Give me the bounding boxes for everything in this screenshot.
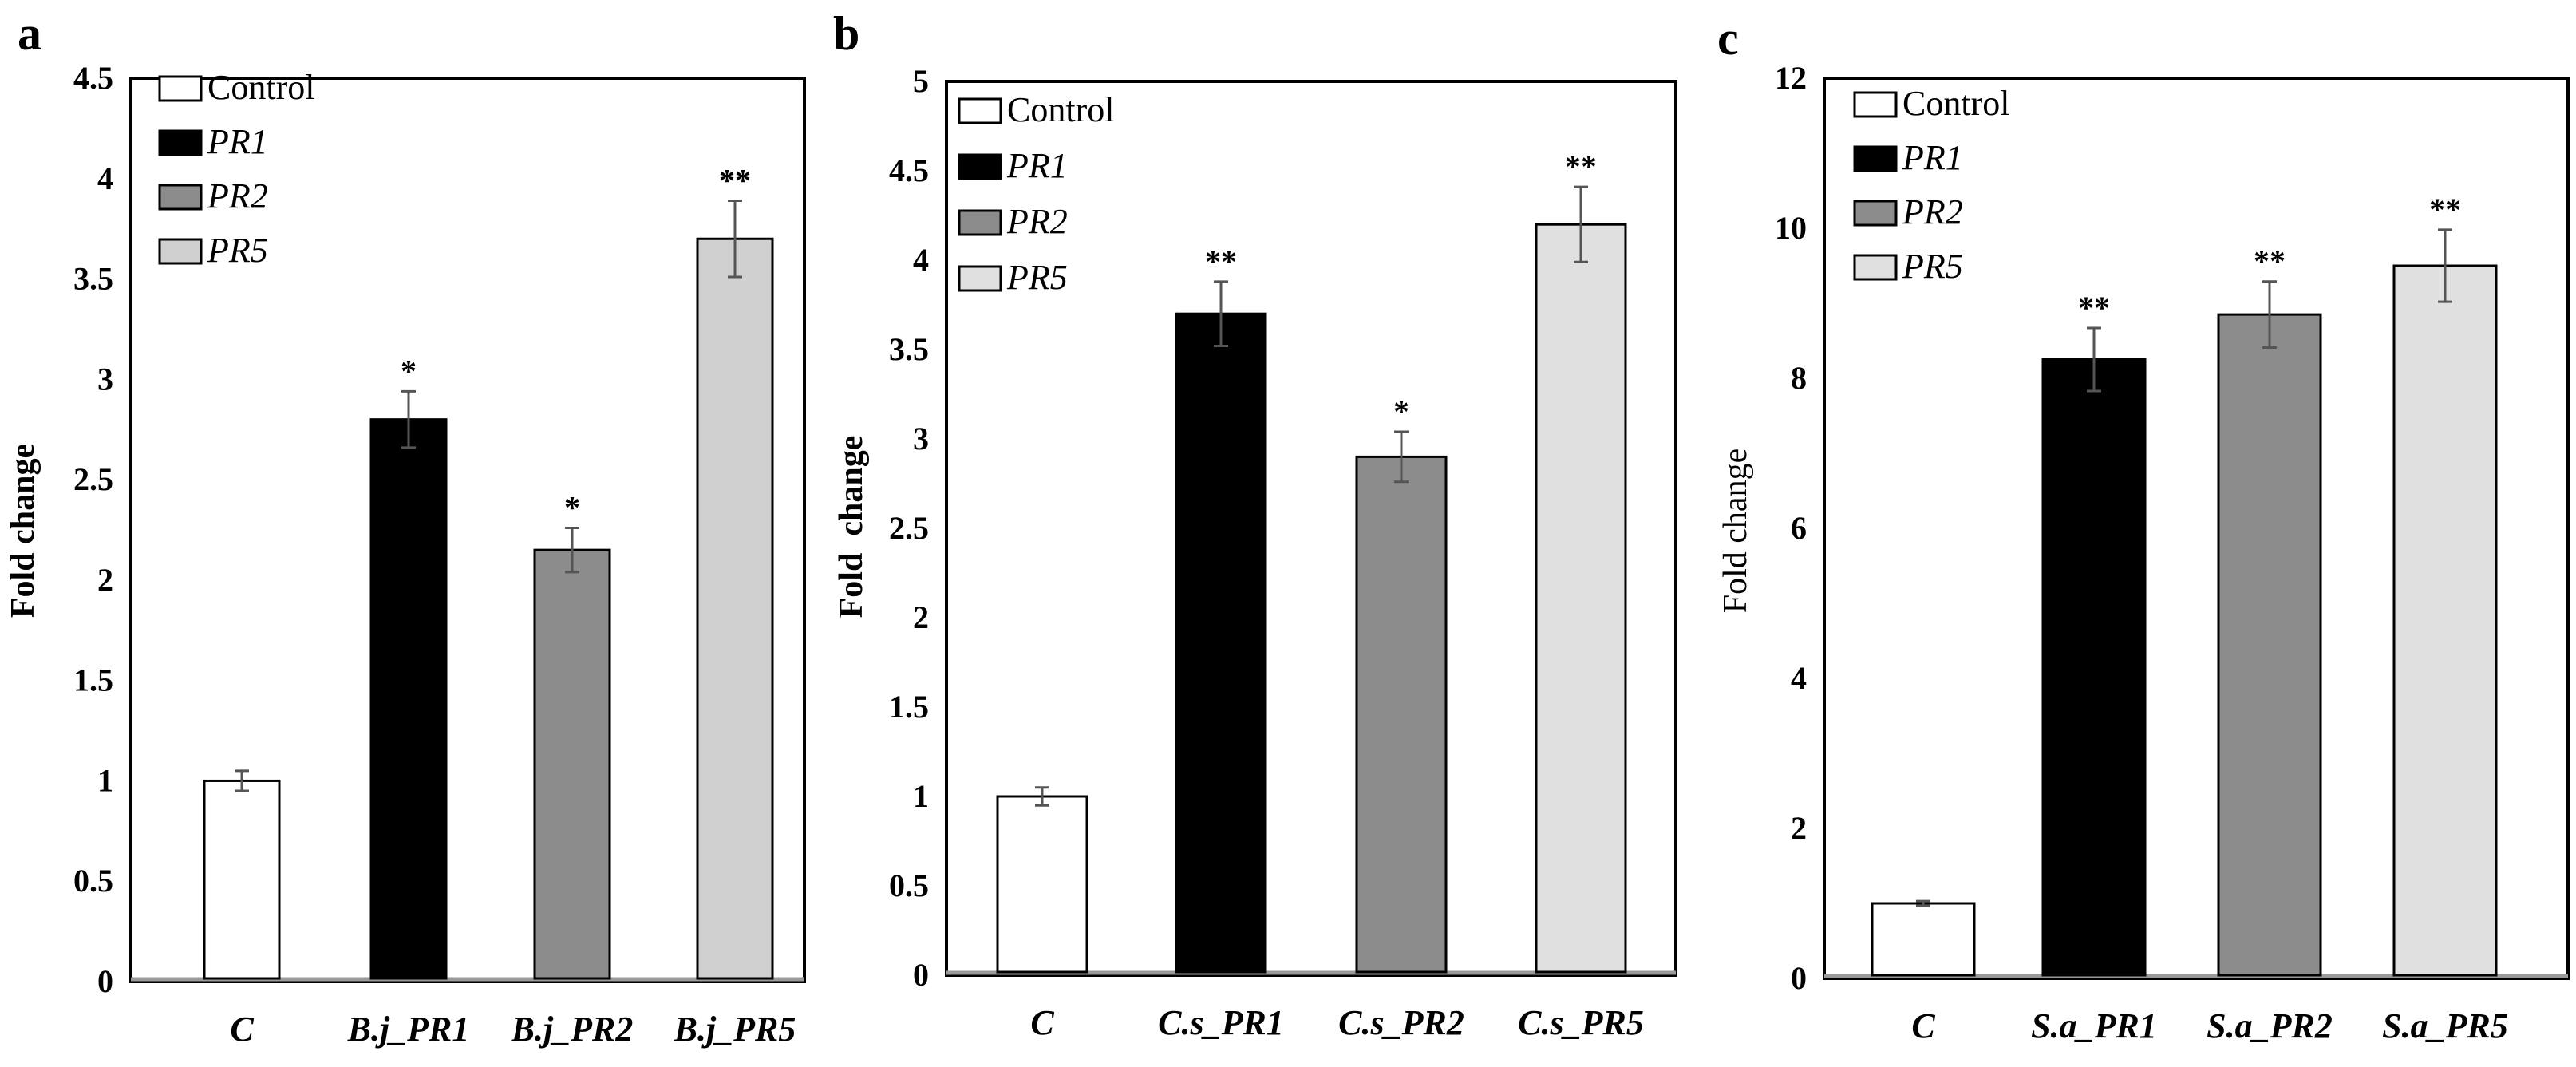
y-tick-label: 6 xyxy=(1791,510,1807,546)
legend-swatch xyxy=(1853,91,1898,118)
legend-label: PR1 xyxy=(1006,146,1068,185)
bar-B.j_PR5 xyxy=(696,237,774,980)
y-tick-label: 1 xyxy=(97,762,113,798)
x-category-label: C xyxy=(1030,1003,1054,1042)
x-category-label: C xyxy=(1911,1006,1935,1045)
y-tick-label: 3 xyxy=(97,361,113,397)
legend-swatch xyxy=(1853,254,1898,281)
y-tick-label: 1.5 xyxy=(889,689,929,725)
significance-label: ** xyxy=(1205,243,1237,279)
legend-swatch xyxy=(1853,200,1898,227)
legend-swatch xyxy=(1853,145,1898,172)
x-category-label: B.j_PR5 xyxy=(674,1010,796,1049)
x-category-label: C xyxy=(230,1010,254,1049)
y-tick-label: 3 xyxy=(913,421,929,456)
bar-C xyxy=(996,795,1088,974)
y-tick-label: 8 xyxy=(1791,360,1807,396)
chart-panel-a: a 0 0.5 1 1.5 2 2.5 3 3.5 4 4.5 Fold change C * B.j_PR… xyxy=(5,7,806,1049)
legend-swatch xyxy=(158,184,203,211)
x-category-label: C.s_PR5 xyxy=(1518,1003,1644,1042)
x-category-label: B.j_PR2 xyxy=(511,1010,634,1049)
bar-C xyxy=(203,779,281,980)
y-tick-label: 2.5 xyxy=(73,461,113,497)
legend-label: PR2 xyxy=(1006,202,1068,241)
y-tick-label: 4 xyxy=(913,242,929,278)
y-tick-label: 2 xyxy=(1791,810,1807,846)
plot-frame xyxy=(129,77,806,983)
y-axis-label: Fold change xyxy=(1717,449,1754,613)
legend-swatch xyxy=(158,75,203,102)
y-tick-label: 2 xyxy=(913,599,929,635)
y-tick-label: 10 xyxy=(1775,210,1807,246)
x-category-label: S.a_PR2 xyxy=(2207,1006,2333,1045)
bar-C.s_PR2 xyxy=(1355,455,1448,974)
legend-label: PR5 xyxy=(1006,258,1068,297)
panel-letter: c xyxy=(1717,12,1739,65)
y-tick-label: 4.5 xyxy=(889,152,929,188)
y-tick-label: 4.5 xyxy=(73,60,113,96)
legend-swatch xyxy=(158,238,203,265)
y-tick-label: 1 xyxy=(913,778,929,814)
x-category-label: C.s_PR1 xyxy=(1158,1003,1284,1042)
legend-label: PR2 xyxy=(1902,192,1963,231)
legend-label: PR2 xyxy=(207,176,268,215)
significance-label: ** xyxy=(2429,192,2461,227)
bar-C.s_PR5 xyxy=(1535,223,1627,974)
significance-label: ** xyxy=(2078,290,2110,326)
y-tick-label: 0 xyxy=(97,963,113,999)
y-tick-label: 12 xyxy=(1775,60,1807,96)
legend-label: PR5 xyxy=(207,231,268,270)
significance-label: ** xyxy=(719,162,751,198)
significance-label: ** xyxy=(1565,148,1597,184)
bar-S.a_PR5 xyxy=(2392,264,2498,977)
significance-label: ** xyxy=(2254,243,2286,279)
y-tick-label: 4 xyxy=(97,160,113,196)
bar-S.a_PR2 xyxy=(2217,313,2322,977)
y-tick-label: 0 xyxy=(1791,960,1807,996)
y-tick-label: 2.5 xyxy=(889,510,929,546)
y-tick-label: 1.5 xyxy=(73,662,113,698)
y-axis-label: Fold change xyxy=(833,436,870,618)
bar-S.a_PR1 xyxy=(2041,358,2147,977)
bar-C.s_PR1 xyxy=(1175,312,1267,974)
legend-swatch xyxy=(158,129,203,156)
legend-swatch xyxy=(958,265,1002,292)
legend-label: PR5 xyxy=(1902,247,1963,286)
x-category-label: B.j_PR1 xyxy=(347,1010,470,1049)
plot-frame xyxy=(1823,77,2570,980)
y-tick-label: 0 xyxy=(913,957,929,993)
y-tick-label: 0.5 xyxy=(73,863,113,899)
y-tick-label: 0.5 xyxy=(889,867,929,903)
legend-swatch xyxy=(958,153,1002,180)
legend-label: Control xyxy=(1007,90,1114,129)
bar-B.j_PR2 xyxy=(533,548,611,980)
legend-swatch xyxy=(958,209,1002,236)
y-axis-label: Fold change xyxy=(5,444,41,618)
panel-letter: b xyxy=(833,7,859,60)
bar-C xyxy=(1871,902,1976,977)
significance-label: * xyxy=(564,489,580,525)
panel-letter: a xyxy=(18,7,41,60)
legend-label: PR1 xyxy=(207,122,268,161)
y-tick-label: 2 xyxy=(97,562,113,598)
x-category-label: S.a_PR5 xyxy=(2382,1006,2508,1045)
chart-panel-b: b 0 0.5 1 1.5 2 2.5 3 3.5 4 4.5 5 Fold change C ** C.s_… xyxy=(833,7,1677,1042)
plot-frame xyxy=(945,80,1677,977)
legend-label: PR1 xyxy=(1902,138,1963,177)
significance-label: * xyxy=(401,353,417,389)
chart-panel-c: c 0 2 4 6 8 10 12 Fold change C ** S.a_PR1 ** S.a_PR2… xyxy=(1717,12,2570,1045)
legend-swatch xyxy=(958,97,1002,124)
bar-B.j_PR1 xyxy=(369,418,448,980)
y-tick-label: 3.5 xyxy=(889,331,929,367)
y-tick-label: 5 xyxy=(913,63,929,99)
y-tick-label: 3.5 xyxy=(73,261,113,297)
y-tick-label: 4 xyxy=(1791,660,1807,696)
x-category-label: C.s_PR2 xyxy=(1338,1003,1464,1042)
significance-label: * xyxy=(1393,393,1409,429)
legend-label: Control xyxy=(1902,84,2009,123)
legend-label: Control xyxy=(207,68,314,107)
x-category-label: S.a_PR1 xyxy=(2031,1006,2157,1045)
